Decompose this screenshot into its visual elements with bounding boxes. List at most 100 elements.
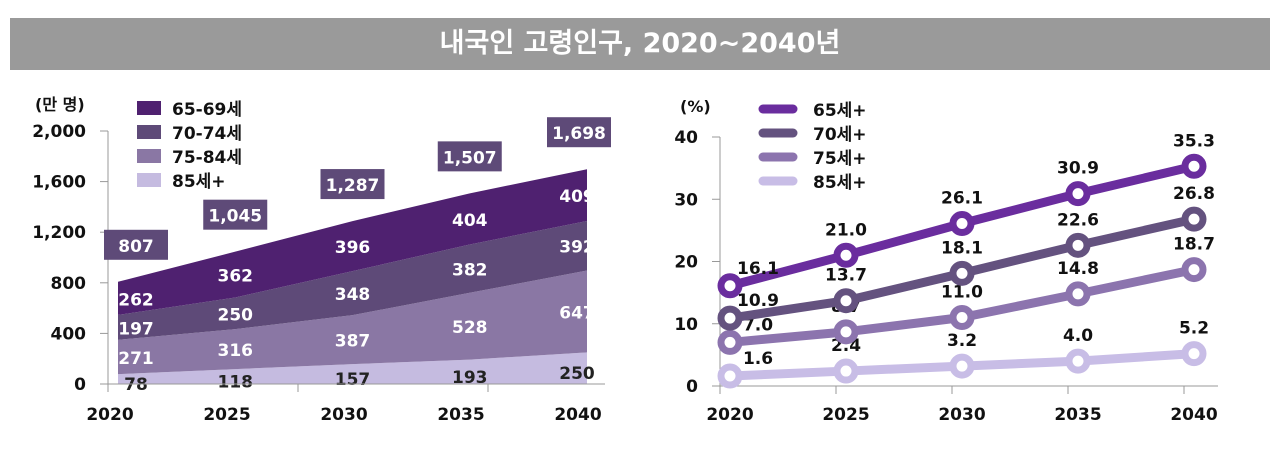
legend-label: 85세+	[813, 173, 867, 193]
data-label: 382	[452, 261, 488, 281]
x-tick-label: 2020	[86, 405, 133, 425]
data-label: 4.0	[1063, 326, 1093, 346]
data-label: 22.6	[1057, 210, 1099, 230]
data-label: 26.8	[1173, 184, 1215, 204]
data-label: 647	[559, 303, 595, 323]
data-point	[949, 211, 975, 237]
x-tick-label: 2030	[320, 405, 367, 425]
data-point	[717, 363, 743, 389]
data-label: 362	[218, 267, 254, 287]
data-label: 197	[118, 319, 154, 339]
data-label: 387	[335, 332, 371, 352]
y-tick-label: 10	[674, 315, 698, 335]
legend-label: 75-84세	[172, 148, 242, 168]
data-label: 316	[218, 341, 254, 361]
data-label: 262	[118, 290, 154, 310]
data-point	[949, 305, 975, 331]
data-point	[833, 288, 859, 314]
data-label: 3.2	[947, 331, 977, 351]
data-point	[1181, 206, 1207, 232]
x-tick-label: 2040	[1170, 405, 1217, 425]
data-point	[833, 319, 859, 345]
data-label: 7.0	[743, 315, 773, 335]
data-label: 250	[559, 364, 595, 384]
area-85세+	[118, 352, 587, 384]
data-label: 271	[118, 349, 154, 369]
data-point	[717, 305, 743, 331]
data-point	[833, 242, 859, 268]
total-label: 807	[118, 237, 154, 257]
y-axis-label: (만 명)	[35, 95, 85, 114]
y-tick-label: 30	[674, 190, 698, 210]
x-tick-label: 2025	[822, 405, 869, 425]
x-tick-label: 2025	[203, 405, 250, 425]
chart-title: 내국인 고령인구, 2020~2040년	[10, 18, 1270, 70]
data-label: 193	[452, 368, 488, 388]
y-tick-label: 400	[51, 324, 87, 344]
legend-swatch	[137, 101, 161, 115]
data-point	[949, 353, 975, 379]
legend-swatch	[137, 149, 161, 163]
legend-swatch	[137, 125, 161, 139]
data-point	[717, 329, 743, 355]
y-tick-label: 1,200	[32, 223, 86, 243]
area-75-84세	[118, 270, 587, 375]
y-tick-label: 40	[674, 128, 698, 148]
data-label: 18.1	[941, 238, 983, 258]
total-box	[437, 141, 502, 172]
data-label: 16.1	[737, 259, 779, 279]
data-point	[717, 273, 743, 299]
data-label: 5.2	[1179, 319, 1209, 339]
data-point	[1181, 341, 1207, 367]
total-box	[104, 229, 168, 260]
data-label: 21.0	[825, 220, 867, 240]
data-point	[1065, 181, 1091, 207]
y-tick-label: 800	[51, 274, 87, 294]
x-tick-label: 2035	[1054, 405, 1101, 425]
data-label: 11.0	[941, 283, 983, 303]
y-tick-label: 2,000	[32, 122, 86, 142]
data-label: 1.6	[743, 349, 773, 369]
y-tick-label: 20	[674, 253, 698, 273]
legend-label: 65세+	[813, 101, 867, 121]
data-point	[1181, 257, 1207, 283]
data-label: 528	[452, 318, 488, 338]
x-tick-label: 2020	[706, 405, 753, 425]
data-label: 409	[559, 187, 595, 207]
x-tick-label: 2030	[938, 405, 985, 425]
data-label: 396	[335, 238, 371, 258]
data-label: 250	[218, 305, 254, 325]
total-label: 1,287	[326, 176, 380, 196]
y-tick-label: 0	[686, 377, 698, 397]
data-point	[949, 260, 975, 286]
data-label: 26.1	[941, 189, 983, 209]
data-label: 18.7	[1173, 235, 1215, 255]
legend-label: 70세+	[813, 125, 867, 145]
total-label: 1,698	[552, 124, 606, 144]
total-box	[320, 169, 385, 200]
legend-swatch	[137, 173, 161, 187]
data-label: 404	[452, 211, 488, 231]
total-box	[203, 199, 268, 230]
data-label: 30.9	[1057, 159, 1099, 179]
legend-label: 75세+	[813, 149, 867, 169]
area-70-74세	[118, 220, 587, 340]
data-point	[1181, 153, 1207, 179]
legend-label: 70-74세	[172, 124, 242, 144]
data-label: 157	[335, 370, 371, 390]
area-65-69세	[118, 169, 587, 315]
y-tick-label: 1,600	[32, 173, 86, 193]
data-point	[1065, 348, 1091, 374]
data-label: 13.7	[825, 266, 867, 286]
legend-label: 85세+	[172, 172, 226, 192]
data-label: 348	[335, 285, 371, 305]
data-label: 14.8	[1057, 259, 1099, 279]
data-point	[1065, 281, 1091, 307]
total-box	[547, 117, 611, 148]
x-tick-label: 2040	[554, 405, 601, 425]
x-tick-label: 2035	[437, 405, 484, 425]
data-label: 78	[124, 375, 148, 395]
legend-label: 65-69세	[172, 100, 242, 120]
data-point	[1065, 232, 1091, 258]
